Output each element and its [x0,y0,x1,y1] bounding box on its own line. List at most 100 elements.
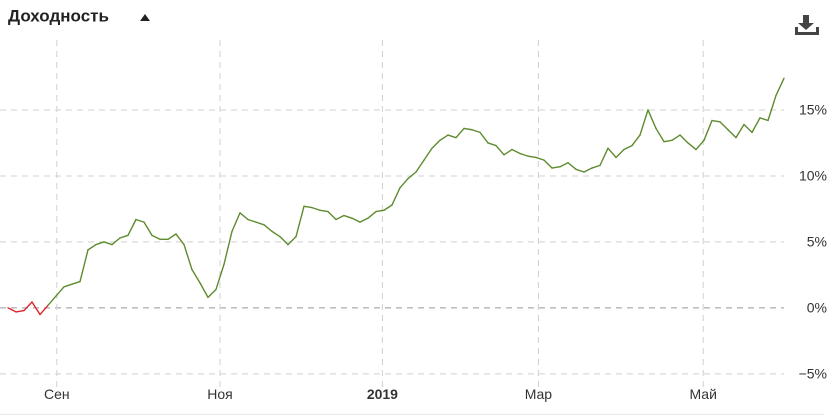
line-segment [679,134,689,144]
line-segment [95,241,105,246]
line-segment [743,123,753,134]
line-segment [247,218,257,223]
line-segment [759,117,769,122]
line-segment [527,155,537,159]
line-segment [167,233,177,240]
y-tick-label: −5% [799,366,827,382]
line-segment [279,235,289,246]
y-tick-label: 0% [807,300,827,316]
x-tick-label: Май [689,386,716,402]
line-segment [151,234,161,240]
line-segment [567,162,577,171]
line-segment [191,268,201,284]
y-tick-label: 15% [799,102,827,118]
line-segment [71,280,81,285]
line-segment [351,217,361,223]
line-segment [103,241,113,246]
line-segment [407,171,417,180]
line-segment [535,156,545,161]
line-segment [87,243,97,251]
line-segment [47,295,57,306]
line-segment [239,212,249,221]
sort-toggle[interactable] [140,14,150,21]
line-segment [215,263,225,291]
line-segment [7,307,17,313]
line-segment [479,131,489,144]
line-segment [463,127,473,131]
line-segment [551,166,561,169]
line-segment [359,217,369,223]
line-segment [727,129,737,139]
line-segment [63,283,73,288]
y-tick-label: 5% [807,234,827,250]
line-segment [15,309,25,313]
line-segment [487,142,497,147]
download-button[interactable] [792,12,822,38]
line-segment [175,233,185,246]
line-segment [639,109,649,136]
x-tick-label: Ноя [207,386,232,402]
line-segment [367,210,377,219]
x-tick-label: 2019 [367,386,398,402]
x-tick-label: Мар [525,386,553,402]
line-segment [559,162,569,168]
line-segment [647,109,657,130]
y-tick-label: 10% [799,168,827,184]
line-segment [711,119,721,123]
line-segment [767,94,777,122]
line-segment [287,235,297,246]
line-segment [447,134,457,139]
line-segment [423,147,433,161]
line-segment [319,209,329,213]
line-segment [503,148,513,156]
line-segment [687,142,697,151]
line-segment [23,301,33,312]
line-segment [719,121,729,131]
line-segment [583,167,593,173]
x-tick-label: Сен [44,386,70,402]
line-segment [223,230,233,266]
line-segment [231,212,241,233]
line-segment [255,221,265,226]
line-segment [663,139,673,143]
line-segment [119,234,129,239]
line-segment [471,129,481,134]
line-segment [599,147,609,167]
line-segment [703,119,713,142]
line-segment [391,187,401,206]
line-segment [135,218,145,223]
line-segment [495,144,505,156]
line-segment [295,205,305,238]
line-segment [327,210,337,221]
line-segment [55,286,65,297]
line-segment [375,209,385,213]
line-segment [607,147,617,159]
line-segment [207,288,217,299]
line-segment [695,139,705,151]
line-segment [431,139,441,149]
line-segment [311,206,321,211]
line-segment [623,144,633,151]
line-segment [343,214,353,219]
line-segment [199,282,209,299]
line-segment [519,152,529,157]
line-segment [439,134,449,142]
line-segment [263,224,273,233]
line-segment [183,243,193,271]
line-segment [303,205,313,209]
line-segment [751,117,761,134]
line-segment [455,127,465,139]
line-segment [335,214,345,221]
line-segment [79,249,89,283]
line-segment [775,77,785,97]
line-segment [143,221,153,237]
line-segment [615,148,625,159]
line-segment [415,159,425,173]
chart-title: Доходность [8,6,109,25]
line-segment [671,134,681,142]
line-segment [511,148,521,155]
line-segment [655,127,665,143]
line-segment [111,237,121,246]
line-segment [271,230,281,238]
